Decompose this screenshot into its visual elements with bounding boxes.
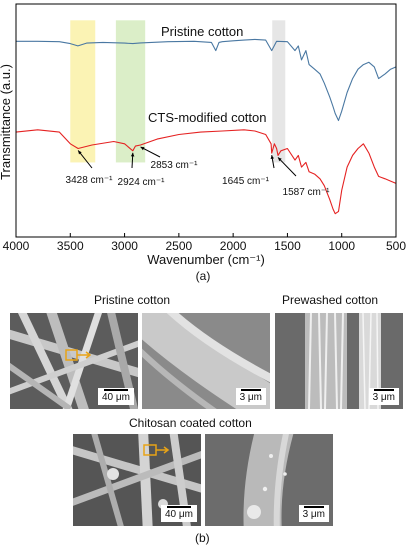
chitosan-coated-cotton-title: Chitosan coated cotton bbox=[129, 416, 252, 430]
series-line-0 bbox=[16, 38, 397, 122]
sem-chitosan-high-mag: 3 μm bbox=[205, 434, 333, 526]
panel-a-caption: (a) bbox=[196, 269, 211, 283]
annotation-arrowhead bbox=[130, 152, 135, 157]
ftir-chart: 4000 3500 3000 2500 2000 1500 1000 500 Transmit… bbox=[0, 3, 406, 283]
pristine-cotton-title: Pristine cotton bbox=[94, 293, 171, 307]
zoom-marker-arrow bbox=[156, 446, 170, 454]
sem-pristine-low-mag: 40 μm bbox=[10, 313, 138, 409]
peak-label: 1587 cm⁻¹ bbox=[283, 187, 331, 198]
peak-label: 1645 cm⁻¹ bbox=[222, 176, 270, 187]
scale-bar-label: 3 μm bbox=[372, 392, 395, 403]
x-axis-ticks: 4000 3500 3000 2500 2000 1500 1000 500 bbox=[3, 233, 406, 253]
sem-chitosan-low-mag: 40 μm bbox=[73, 434, 201, 526]
annotation-arrow bbox=[277, 157, 297, 177]
annotation-arrow bbox=[77, 150, 93, 169]
spectra bbox=[15, 38, 397, 215]
annotation-arrowhead bbox=[78, 150, 82, 155]
scale-bar: 3 μm bbox=[235, 388, 266, 405]
fiber-texture bbox=[10, 313, 138, 409]
annotation-arrowhead bbox=[270, 155, 274, 159]
series-label-cts: CTS-modified cotton bbox=[148, 110, 267, 125]
highlight-band-1 bbox=[115, 20, 146, 163]
x-tick-label: 1500 bbox=[274, 239, 301, 253]
series-line-1 bbox=[15, 129, 397, 215]
scale-bar: 40 μm bbox=[161, 505, 197, 522]
panel-b-caption: (b) bbox=[195, 531, 210, 545]
peak-label: 2853 cm⁻¹ bbox=[151, 160, 199, 171]
fiber-surface-texture bbox=[205, 434, 333, 526]
x-tick-label: 4000 bbox=[3, 239, 30, 253]
scale-bar-label: 40 μm bbox=[102, 392, 130, 403]
plot-frame bbox=[15, 3, 397, 238]
prewashed-cotton-title: Prewashed cotton bbox=[282, 293, 379, 307]
scale-bar: 3 μm bbox=[298, 505, 329, 522]
scale-bar: 40 μm bbox=[98, 388, 134, 405]
x-tick-label: 2000 bbox=[220, 239, 247, 253]
scale-bar-label: 40 μm bbox=[165, 509, 193, 520]
highlight-band-2 bbox=[272, 20, 286, 163]
x-tick-label: 3000 bbox=[111, 239, 138, 253]
x-tick-label: 1000 bbox=[328, 239, 355, 253]
y-axis-title: Transmittance (a.u.) bbox=[0, 64, 13, 180]
zoom-marker-arrow bbox=[77, 351, 92, 359]
scale-bar-label: 3 μm bbox=[239, 392, 262, 403]
sem-pristine-high-mag: 3 μm bbox=[142, 313, 270, 409]
annotation-arrowhead bbox=[140, 147, 145, 151]
series-label-pristine: Pristine cotton bbox=[161, 24, 243, 39]
x-tick-label: 500 bbox=[386, 239, 406, 253]
peak-label: 3428 cm⁻¹ bbox=[66, 175, 114, 186]
scale-bar: 3 μm bbox=[368, 388, 399, 405]
x-axis-title: Wavenumber (cm⁻¹) bbox=[147, 252, 265, 267]
peak-label: 2924 cm⁻¹ bbox=[118, 177, 166, 188]
annotation-arrow bbox=[140, 146, 161, 158]
x-tick-label: 2500 bbox=[166, 239, 193, 253]
x-tick-label: 3500 bbox=[57, 239, 84, 253]
highlight-band-0 bbox=[70, 20, 96, 163]
annotation-arrowhead bbox=[278, 157, 282, 162]
peak-annotations: 3428 cm⁻¹ 2924 cm⁻¹ 2853 cm⁻¹ 1645 cm⁻¹ 1587… bbox=[66, 146, 331, 198]
sem-prewashed: 3 μm bbox=[275, 313, 403, 409]
scale-bar-label: 3 μm bbox=[302, 509, 325, 520]
